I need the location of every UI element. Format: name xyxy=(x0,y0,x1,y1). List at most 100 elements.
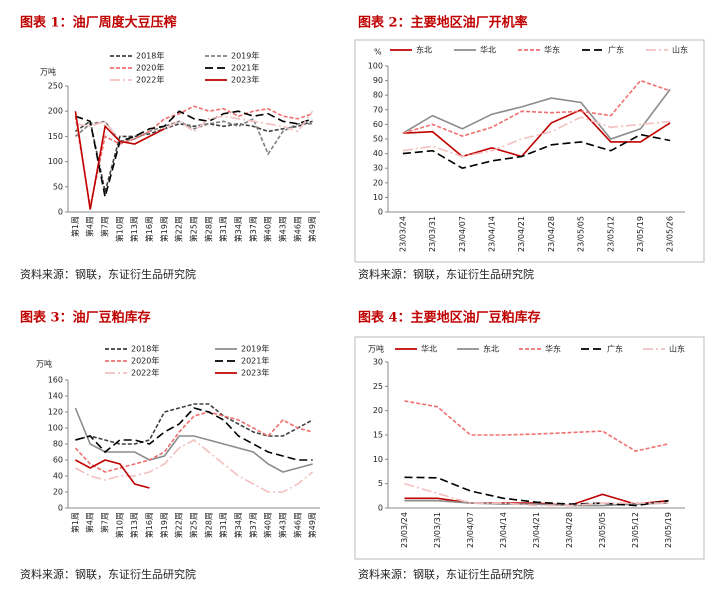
x-tick-label: 第46周 xyxy=(292,216,302,242)
y-tick-label: 40 xyxy=(53,472,63,481)
chart-title: 图表 3：油厂豆粕库存 xyxy=(20,310,151,326)
x-tick-label: 23/04/21 xyxy=(517,216,526,252)
series-line xyxy=(402,116,671,158)
series-line xyxy=(74,117,313,156)
y-tick-label: 0 xyxy=(378,208,383,217)
x-tick-label: 23/03/31 xyxy=(428,216,437,252)
chart-title: 图表 1：油厂周度大豆压榨 xyxy=(20,15,177,31)
series-line xyxy=(75,407,313,461)
y-tick-label: 50 xyxy=(373,135,383,144)
series-line xyxy=(402,79,671,137)
series-line xyxy=(75,110,314,145)
series-line xyxy=(74,407,313,473)
y-tick-label: 250 xyxy=(48,82,63,91)
x-tick-label: 第40周 xyxy=(263,512,273,538)
legend-label: 山东 xyxy=(669,344,685,354)
y-tick-label: 70 xyxy=(373,105,383,114)
x-tick-label: 第1周 xyxy=(70,512,80,533)
legend-label: 2019年 xyxy=(231,51,259,61)
legend-label: 2022年 xyxy=(131,368,159,378)
x-tick-label: 23/05/05 xyxy=(598,512,607,548)
legend-label: 东北 xyxy=(483,344,499,354)
y-tick-label: 20 xyxy=(373,406,383,415)
x-tick-label: 第10周 xyxy=(114,512,124,538)
legend-label: 华东 xyxy=(544,45,560,55)
x-tick-label: 23/04/07 xyxy=(458,216,467,252)
series-line xyxy=(74,119,313,193)
legend-label: 2019年 xyxy=(241,344,269,354)
chart-frame xyxy=(354,39,705,263)
chart-title: 图表 4：主要地区油厂豆粕库存 xyxy=(358,310,541,326)
series-line xyxy=(75,110,313,198)
y-tick-label: 100 xyxy=(48,157,63,166)
x-tick-label: 23/05/05 xyxy=(577,216,586,252)
x-tick-label: 第10周 xyxy=(114,216,124,242)
x-tick-label: 第28周 xyxy=(203,216,213,242)
y-tick-label: 30 xyxy=(373,358,383,367)
x-tick-label: 第31周 xyxy=(218,512,228,538)
y-tick-label: 60 xyxy=(373,120,383,129)
y-axis-unit: 万吨 xyxy=(368,344,384,354)
y-tick-label: 150 xyxy=(48,132,63,141)
series-line xyxy=(402,88,671,140)
x-tick-label: 第25周 xyxy=(189,216,199,242)
series-line xyxy=(404,482,669,507)
x-tick-label: 23/03/24 xyxy=(398,216,407,252)
x-tick-label: 第4周 xyxy=(85,216,95,237)
source-note: 资料来源：钢联，东证衍生品研究院 xyxy=(20,567,196,581)
y-tick-label: 20 xyxy=(373,178,383,187)
y-tick-label: 80 xyxy=(53,440,63,449)
y-tick-label: 25 xyxy=(373,382,383,391)
x-tick-label: 23/05/26 xyxy=(666,216,675,252)
series-line xyxy=(75,459,150,489)
legend-label: 2020年 xyxy=(136,63,164,73)
x-tick-label: 23/04/21 xyxy=(532,512,541,548)
y-tick-label: 60 xyxy=(53,456,63,465)
legend-label: 华东 xyxy=(545,344,561,354)
y-tick-label: 50 xyxy=(53,182,63,191)
y-axis-unit: 万吨 xyxy=(36,359,52,369)
y-tick-label: 100 xyxy=(48,424,63,433)
x-tick-label: 第22周 xyxy=(174,512,184,538)
x-tick-label: 23/05/12 xyxy=(631,512,640,548)
x-tick-label: 第7周 xyxy=(100,216,110,237)
legend-label: 华北 xyxy=(421,344,437,354)
x-tick-label: 23/04/07 xyxy=(466,512,475,548)
x-tick-label: 23/05/19 xyxy=(636,216,645,252)
series-line xyxy=(75,439,314,493)
x-tick-label: 23/03/24 xyxy=(400,512,409,548)
x-tick-label: 第37周 xyxy=(248,216,258,242)
y-tick-label: 5 xyxy=(378,479,383,488)
series-line xyxy=(75,403,313,445)
y-tick-label: 120 xyxy=(48,408,63,417)
y-tick-label: 0 xyxy=(378,504,383,513)
x-tick-label: 第7周 xyxy=(100,512,110,533)
legend-label: 广东 xyxy=(608,45,624,55)
y-tick-label: 0 xyxy=(58,208,63,217)
chart-title: 图表 2：主要地区油厂开机率 xyxy=(358,15,528,31)
legend-label: 2020年 xyxy=(131,356,159,366)
y-tick-label: 90 xyxy=(373,76,383,85)
x-tick-label: 23/05/12 xyxy=(606,216,615,252)
y-tick-label: 10 xyxy=(373,193,383,202)
x-tick-label: 第46周 xyxy=(292,512,302,538)
series-line xyxy=(404,476,669,507)
legend-label: 2023年 xyxy=(241,368,269,378)
x-tick-label: 23/05/19 xyxy=(664,512,673,548)
legend-label: 2021年 xyxy=(231,63,259,73)
y-tick-label: 15 xyxy=(373,431,383,440)
x-tick-label: 第28周 xyxy=(203,512,213,538)
series-line xyxy=(74,105,313,208)
y-tick-label: 140 xyxy=(48,392,63,401)
series-line xyxy=(404,400,669,452)
y-tick-label: 30 xyxy=(373,164,383,173)
legend-label: 华北 xyxy=(480,45,496,55)
x-tick-label: 23/04/14 xyxy=(499,512,508,548)
x-tick-label: 第16周 xyxy=(144,216,154,242)
x-tick-label: 第34周 xyxy=(233,216,243,242)
series-line xyxy=(404,493,669,507)
y-tick-label: 0 xyxy=(58,504,63,513)
x-tick-label: 第40周 xyxy=(263,216,273,242)
y-tick-label: 20 xyxy=(53,488,63,497)
